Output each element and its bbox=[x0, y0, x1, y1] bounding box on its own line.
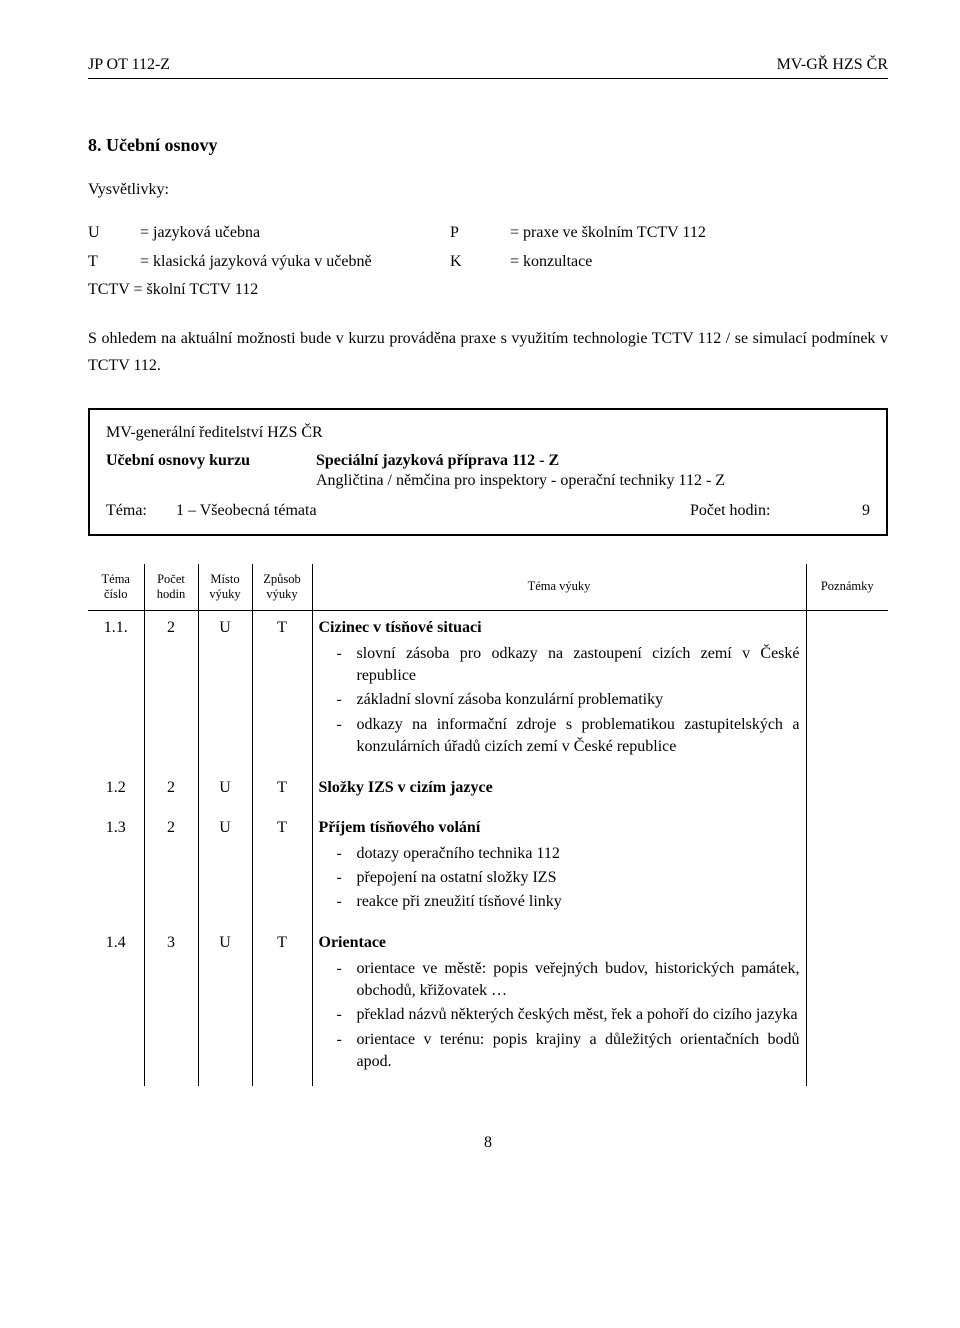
table-row: 1.22UT Složky IZS v cizím jazyce bbox=[88, 771, 888, 811]
table-cell: 3 bbox=[144, 926, 198, 1086]
box-row-2: Angličtina / němčina pro inspektory - op… bbox=[106, 472, 870, 490]
section-title: 8. Učební osnovy bbox=[88, 135, 888, 156]
th-zpus: Způsobvýuky bbox=[252, 564, 312, 611]
topic-bullets: dotazy operačního technika 112přepojení … bbox=[319, 843, 800, 914]
page: JP OT 112-Z MV-GŘ HZS ČR 8. Učební osnov… bbox=[0, 0, 960, 1192]
legend-tctv: TCTV = školní TCTV 112 bbox=[88, 276, 258, 305]
topic-title: Příjem tísňového volání bbox=[319, 819, 800, 837]
legend-k-sym: K bbox=[450, 248, 510, 277]
topic-bullets: orientace ve městě: popis veřejných budo… bbox=[319, 958, 800, 1074]
table-cell: U bbox=[198, 926, 252, 1086]
th-mist: Místovýuky bbox=[198, 564, 252, 611]
topic-bullet: překlad názvů některých českých měst, ře… bbox=[337, 1004, 800, 1026]
table-cell-notes bbox=[806, 771, 888, 811]
topic-title: Složky IZS v cizím jazyce bbox=[319, 779, 800, 797]
legend-u-sym: U bbox=[88, 219, 140, 248]
table-body: 1.1.2UTCizinec v tísňové situacislovní z… bbox=[88, 610, 888, 1086]
topic-title: Cizinec v tísňové situaci bbox=[319, 619, 800, 637]
curriculum-table: Témačíslo Počethodin Místovýuky Způsobvý… bbox=[88, 564, 888, 1086]
th-tema: Téma výuky bbox=[312, 564, 806, 611]
table-cell: 2 bbox=[144, 771, 198, 811]
table-cell: T bbox=[252, 926, 312, 1086]
explain-label: Vysvětlivky: bbox=[88, 176, 888, 205]
box-label-empty bbox=[106, 472, 316, 490]
table-header-row: Témačíslo Počethodin Místovýuky Způsobvý… bbox=[88, 564, 888, 611]
box-org: MV-generální ředitelství HZS ČR bbox=[106, 424, 870, 442]
table-row: 1.32UT Příjem tísňového volání dotazy oper… bbox=[88, 811, 888, 926]
page-number: 8 bbox=[88, 1134, 888, 1152]
table-cell: T bbox=[252, 771, 312, 811]
legend-u-text: = jazyková učebna bbox=[140, 219, 450, 248]
table-cell-notes bbox=[806, 610, 888, 770]
box-bottom: Téma: 1 – Všeobecná témata Počet hodin: … bbox=[106, 502, 870, 520]
table-cell-topic: Cizinec v tísňové situaci slovní zásoba p… bbox=[312, 610, 806, 770]
box-tema-label: Téma: bbox=[106, 502, 176, 520]
legend-t-text: = klasická jazyková výuka v učebně bbox=[140, 248, 450, 277]
box-subtitle: Angličtina / němčina pro inspektory - op… bbox=[316, 472, 870, 490]
legend-block: Vysvětlivky: U = jazyková učebna P = pra… bbox=[88, 176, 888, 305]
topic-bullet: slovní zásoba pro odkazy na zastoupení c… bbox=[337, 643, 800, 688]
legend-row-2: T = klasická jazyková výuka v učebně K =… bbox=[88, 248, 888, 277]
intro-paragraph: S ohledem na aktuální možnosti bude v ku… bbox=[88, 325, 888, 379]
legend-row-3: TCTV = školní TCTV 112 bbox=[88, 276, 888, 305]
header-right: MV-GŘ HZS ČR bbox=[777, 56, 888, 74]
th-num: Témačíslo bbox=[88, 564, 144, 611]
table-cell: T bbox=[252, 610, 312, 770]
topic-bullet: přepojení na ostatní složky IZS bbox=[337, 867, 800, 889]
table-cell-topic: Složky IZS v cizím jazyce bbox=[312, 771, 806, 811]
table-cell: 1.4 bbox=[88, 926, 144, 1086]
legend-p-sym: P bbox=[450, 219, 510, 248]
topic-title: Orientace bbox=[319, 934, 800, 952]
table-cell: 1.3 bbox=[88, 811, 144, 926]
table-cell-topic: Orientace orientace ve městě: popis veřej… bbox=[312, 926, 806, 1086]
table-cell-notes bbox=[806, 811, 888, 926]
table-cell-topic: Příjem tísňového volání dotazy operačního… bbox=[312, 811, 806, 926]
box-tema-val: 1 – Všeobecná témata bbox=[176, 502, 690, 520]
box-title: Speciální jazyková příprava 112 - Z bbox=[316, 452, 870, 470]
topic-bullet: dotazy operačního technika 112 bbox=[337, 843, 800, 865]
legend-t-sym: T bbox=[88, 248, 140, 277]
table-cell: 1.2 bbox=[88, 771, 144, 811]
table-cell: U bbox=[198, 771, 252, 811]
header-left: JP OT 112-Z bbox=[88, 56, 170, 74]
topic-bullet: základní slovní zásoba konzulární proble… bbox=[337, 689, 800, 711]
box-hours-label: Počet hodin: bbox=[690, 502, 840, 520]
table-cell-notes bbox=[806, 926, 888, 1086]
table-cell: U bbox=[198, 811, 252, 926]
table-cell: U bbox=[198, 610, 252, 770]
topic-bullets: slovní zásoba pro odkazy na zastoupení c… bbox=[319, 643, 800, 759]
table-cell: 2 bbox=[144, 811, 198, 926]
topic-bullet: orientace v terénu: popis krajiny a důle… bbox=[337, 1029, 800, 1074]
topic-bullet: reakce při zneužití tísňové linky bbox=[337, 891, 800, 913]
table-row: 1.43UT Orientace orientace ve městě: popis… bbox=[88, 926, 888, 1086]
box-row-1: Učební osnovy kurzu Speciální jazyková p… bbox=[106, 452, 870, 470]
th-hod: Počethodin bbox=[144, 564, 198, 611]
table-cell: 2 bbox=[144, 610, 198, 770]
table-row: 1.1.2UT Cizinec v tísňové situaci slovní z… bbox=[88, 610, 888, 770]
box-label: Učební osnovy kurzu bbox=[106, 452, 316, 470]
header-rule bbox=[88, 78, 888, 79]
legend-p-text: = praxe ve školním TCTV 112 bbox=[510, 219, 706, 248]
legend-row-1: U = jazyková učebna P = praxe ve školním… bbox=[88, 219, 888, 248]
box-hours-val: 9 bbox=[840, 502, 870, 520]
topic-bullet: odkazy na informační zdroje s problemati… bbox=[337, 714, 800, 759]
legend-k-text: = konzultace bbox=[510, 248, 592, 277]
page-header: JP OT 112-Z MV-GŘ HZS ČR bbox=[88, 56, 888, 74]
course-box: MV-generální ředitelství HZS ČR Učební o… bbox=[88, 408, 888, 536]
topic-bullet: orientace ve městě: popis veřejných budo… bbox=[337, 958, 800, 1003]
th-pozn: Poznámky bbox=[806, 564, 888, 611]
table-cell: T bbox=[252, 811, 312, 926]
table-cell: 1.1. bbox=[88, 610, 144, 770]
